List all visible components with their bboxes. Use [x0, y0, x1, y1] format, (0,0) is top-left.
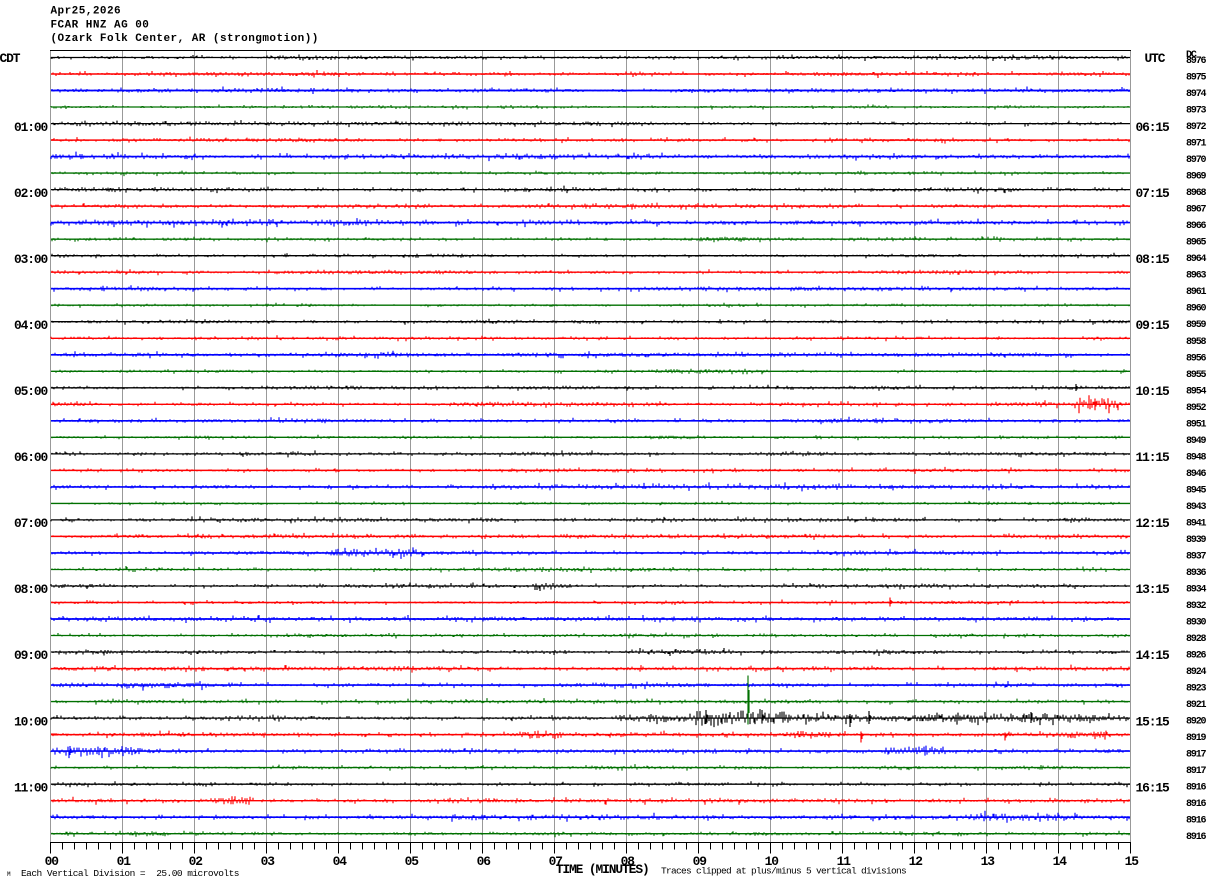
svg-text:8917: 8917 [1186, 766, 1207, 777]
svg-text:8936: 8936 [1186, 568, 1207, 579]
svg-text:Traces clipped at plus/minus 5: Traces clipped at plus/minus 5 vertical … [661, 866, 906, 877]
svg-text:8916: 8916 [1186, 816, 1207, 827]
svg-text:8954: 8954 [1186, 386, 1207, 397]
svg-text:8976: 8976 [1186, 56, 1207, 67]
svg-text:06: 06 [477, 854, 492, 869]
svg-text:8941: 8941 [1186, 518, 1207, 529]
svg-text:10:00: 10:00 [14, 714, 48, 729]
svg-text:00: 00 [45, 854, 59, 869]
svg-text:8951: 8951 [1186, 419, 1207, 430]
svg-text:8970: 8970 [1186, 155, 1207, 166]
svg-text:8965: 8965 [1186, 238, 1207, 249]
svg-text:8924: 8924 [1186, 667, 1207, 678]
svg-text:15:15: 15:15 [1136, 714, 1171, 729]
svg-text:8934: 8934 [1186, 584, 1207, 595]
svg-text:8948: 8948 [1186, 452, 1207, 463]
svg-text:CDT: CDT [0, 51, 21, 66]
svg-text:8956: 8956 [1186, 353, 1207, 364]
svg-text:TIME (MINUTES): TIME (MINUTES) [556, 862, 649, 877]
svg-text:8939: 8939 [1186, 535, 1207, 546]
svg-text:8969: 8969 [1186, 172, 1207, 183]
svg-text:8916: 8916 [1186, 832, 1207, 843]
svg-text:25.00 microvolts: 25.00 microvolts [156, 868, 239, 879]
svg-text:13:15: 13:15 [1136, 582, 1171, 597]
svg-text:8920: 8920 [1186, 717, 1207, 728]
svg-text:14: 14 [1053, 854, 1068, 869]
svg-text:10:15: 10:15 [1136, 384, 1171, 399]
svg-text:Each Vertical Division =: Each Vertical Division = [21, 868, 146, 879]
svg-text:8921: 8921 [1186, 700, 1207, 711]
svg-text:FCAR HNZ AG 00: FCAR HNZ AG 00 [51, 20, 150, 32]
svg-text:8916: 8916 [1186, 783, 1207, 794]
svg-text:12:15: 12:15 [1136, 516, 1171, 531]
svg-text:07:00: 07:00 [14, 516, 48, 531]
svg-text:01: 01 [117, 854, 132, 869]
svg-text:8966: 8966 [1186, 221, 1207, 232]
svg-text:08: 08 [621, 854, 636, 869]
svg-text:15: 15 [1125, 854, 1140, 869]
svg-text:8961: 8961 [1186, 287, 1207, 298]
svg-text:02:00: 02:00 [14, 186, 48, 201]
svg-text:02: 02 [189, 854, 203, 869]
svg-text:09:15: 09:15 [1136, 318, 1171, 333]
svg-text:09:00: 09:00 [14, 648, 48, 663]
svg-text:8916: 8916 [1186, 799, 1207, 810]
svg-text:09: 09 [693, 854, 707, 869]
svg-text:DC: DC [1186, 50, 1197, 61]
svg-text:01:00: 01:00 [14, 120, 48, 135]
svg-text:08:00: 08:00 [14, 582, 48, 597]
svg-text:16:15: 16:15 [1136, 780, 1171, 795]
svg-text:11: 11 [837, 854, 852, 869]
svg-text:8919: 8919 [1186, 733, 1207, 744]
svg-text:M: M [7, 871, 11, 878]
svg-text:8928: 8928 [1186, 634, 1207, 645]
svg-text:10: 10 [765, 854, 779, 869]
svg-text:08:15: 08:15 [1136, 252, 1171, 267]
svg-text:8964: 8964 [1186, 254, 1207, 265]
svg-text:05: 05 [405, 854, 420, 869]
svg-text:8963: 8963 [1186, 271, 1207, 282]
svg-text:03:00: 03:00 [14, 252, 48, 267]
svg-text:8975: 8975 [1186, 73, 1207, 84]
svg-text:05:00: 05:00 [14, 384, 48, 399]
svg-text:8943: 8943 [1186, 502, 1207, 513]
svg-text:07: 07 [549, 854, 563, 869]
svg-text:Apr25,2026: Apr25,2026 [51, 6, 122, 18]
svg-text:8949: 8949 [1186, 436, 1207, 447]
svg-text:8923: 8923 [1186, 684, 1207, 695]
svg-text:11:00: 11:00 [14, 780, 48, 795]
svg-text:(Ozark Folk Center, AR (strong: (Ozark Folk Center, AR (strongmotion)) [51, 33, 319, 45]
svg-text:8967: 8967 [1186, 205, 1207, 216]
svg-text:8955: 8955 [1186, 370, 1207, 381]
svg-text:8952: 8952 [1186, 403, 1207, 414]
svg-text:04: 04 [333, 854, 348, 869]
svg-text:14:15: 14:15 [1136, 648, 1171, 663]
svg-text:06:15: 06:15 [1136, 120, 1171, 135]
svg-text:8958: 8958 [1186, 337, 1207, 348]
svg-text:8946: 8946 [1186, 469, 1207, 480]
svg-text:8974: 8974 [1186, 89, 1207, 100]
svg-text:UTC: UTC [1145, 51, 1166, 66]
svg-text:8959: 8959 [1186, 320, 1207, 331]
svg-text:12: 12 [909, 854, 923, 869]
svg-text:8972: 8972 [1186, 122, 1207, 133]
svg-text:11:15: 11:15 [1136, 450, 1171, 465]
svg-text:8937: 8937 [1186, 551, 1207, 562]
svg-text:8932: 8932 [1186, 601, 1207, 612]
svg-text:8926: 8926 [1186, 651, 1207, 662]
svg-text:8968: 8968 [1186, 188, 1207, 199]
svg-text:03: 03 [261, 854, 276, 869]
svg-text:04:00: 04:00 [14, 318, 48, 333]
svg-text:8930: 8930 [1186, 618, 1207, 629]
svg-text:8945: 8945 [1186, 485, 1207, 496]
svg-text:07:15: 07:15 [1136, 186, 1171, 201]
svg-text:06:00: 06:00 [14, 450, 48, 465]
svg-text:13: 13 [981, 854, 996, 869]
svg-text:8971: 8971 [1186, 139, 1207, 150]
svg-text:8960: 8960 [1186, 304, 1207, 315]
svg-text:8973: 8973 [1186, 106, 1207, 117]
svg-text:8917: 8917 [1186, 750, 1207, 761]
